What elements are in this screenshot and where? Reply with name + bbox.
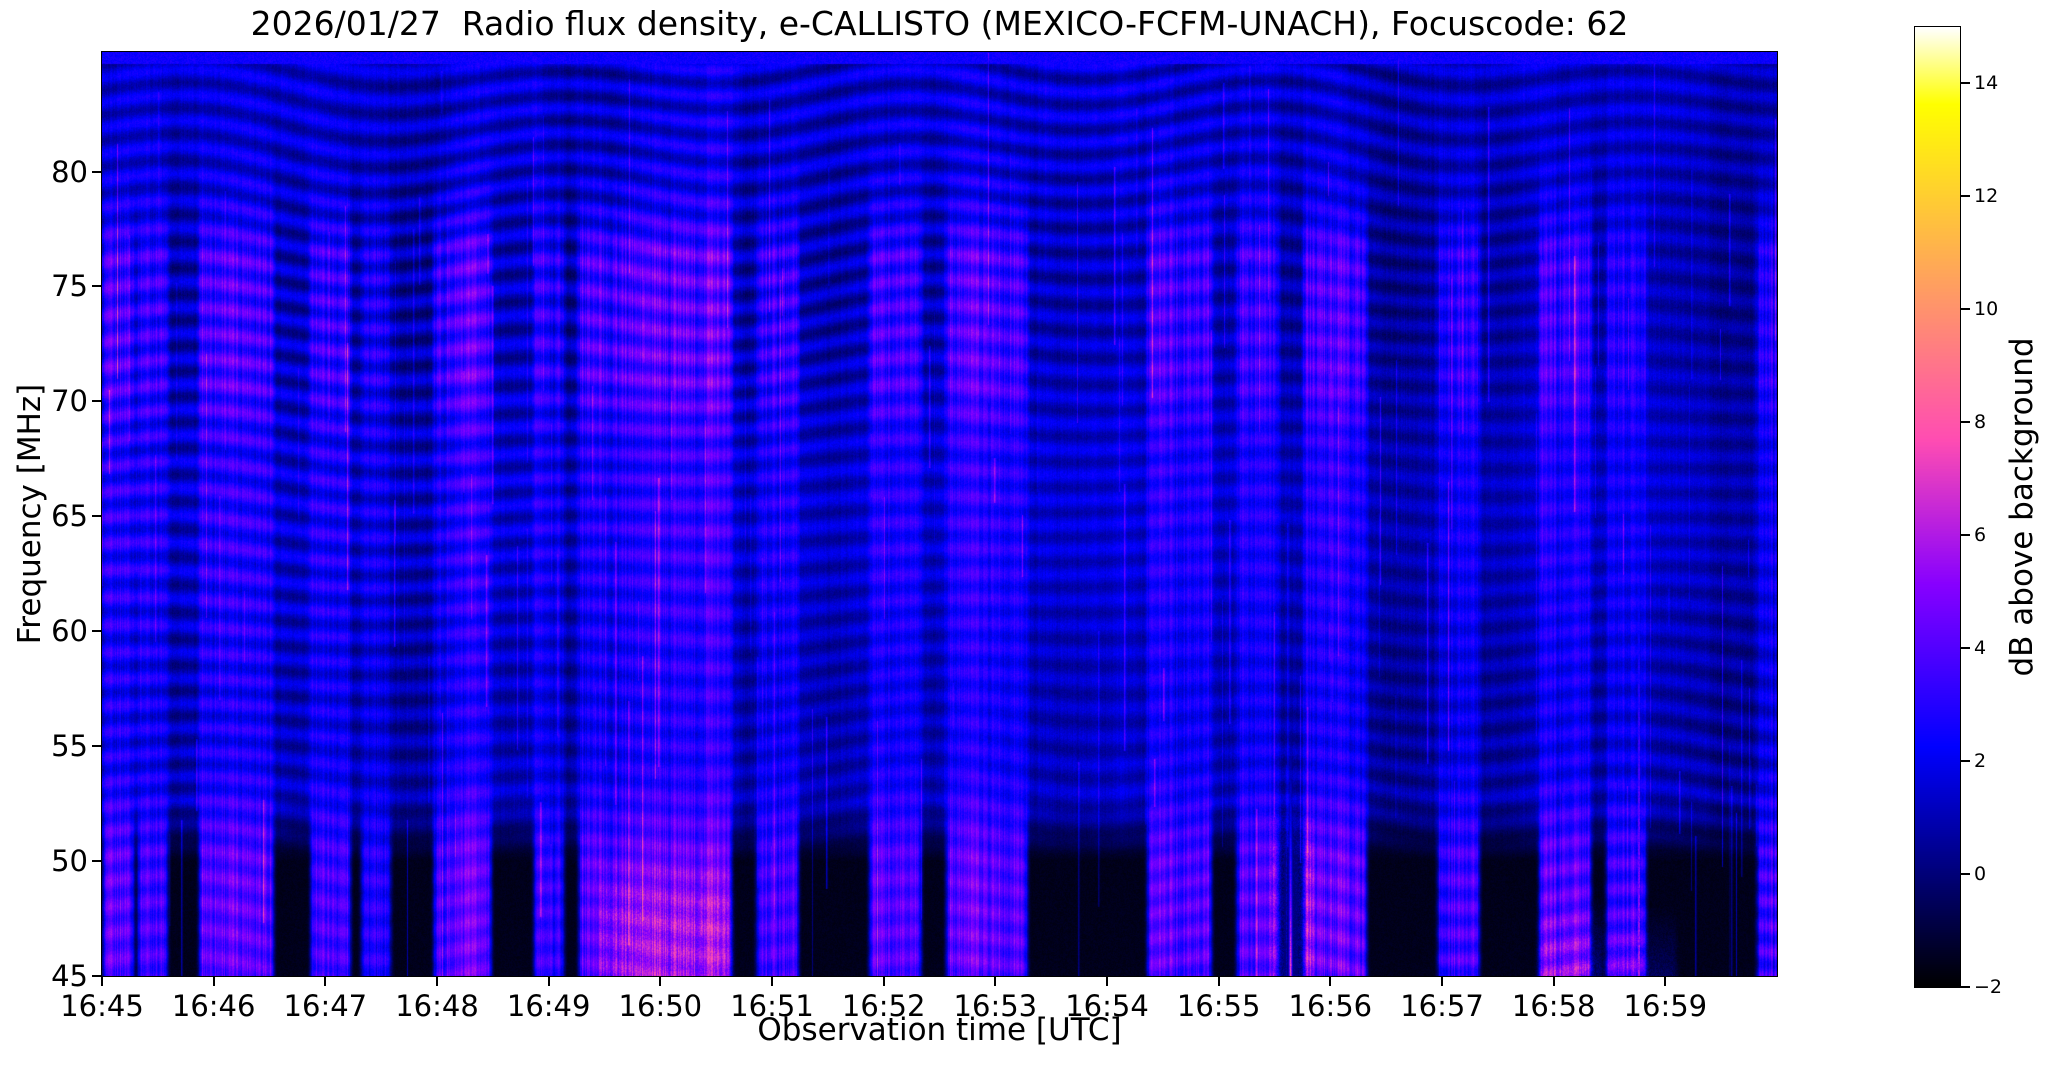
x-tick-mark (994, 976, 997, 986)
colorbar-tick-label: 8 (1974, 411, 1987, 434)
y-tick-mark (92, 860, 102, 863)
y-tick-mark (92, 630, 102, 633)
x-tick-mark (547, 976, 550, 986)
x-tick-label: 16:59 (1623, 989, 1708, 1023)
x-tick-label: 16:50 (618, 989, 703, 1023)
plot-area (101, 51, 1778, 977)
x-axis-label: Observation time [UTC] (757, 1012, 1122, 1048)
colorbar-label: dB above background (2004, 337, 2040, 677)
colorbar-tick-mark (1961, 647, 1970, 650)
colorbar-tick-label: 6 (1974, 524, 1987, 547)
x-tick-label: 16:45 (60, 989, 144, 1023)
y-tick-mark (92, 515, 102, 518)
x-tick-label: 16:51 (730, 989, 814, 1023)
x-tick-label: 16:55 (1176, 989, 1261, 1023)
y-axis-label: Frequency [MHz] (12, 383, 48, 645)
spectrogram-heatmap (102, 52, 1777, 976)
x-tick-mark (1664, 976, 1667, 986)
y-tick-mark (92, 975, 102, 977)
x-tick-mark (659, 976, 662, 986)
x-tick-mark (882, 976, 885, 986)
y-tick-mark (92, 170, 102, 173)
colorbar-tick-label: 2 (1974, 750, 1987, 773)
colorbar-tick-label: −2 (1974, 976, 2003, 998)
colorbar-tick-mark (1961, 421, 1970, 424)
x-tick-mark (436, 976, 438, 986)
y-tick-label: 70 (51, 384, 88, 419)
x-tick-mark (212, 976, 215, 986)
x-tick-mark (1329, 976, 1332, 986)
colorbar-tick-label: 4 (1974, 637, 1987, 660)
colorbar-tick-label: 12 (1974, 185, 1999, 208)
colorbar-tick-mark (1961, 195, 1970, 198)
colorbar (1914, 26, 1961, 988)
colorbar-tick-mark (1961, 82, 1970, 85)
x-tick-mark (1106, 976, 1108, 986)
x-tick-label: 16:52 (841, 989, 926, 1023)
x-tick-label: 16:53 (953, 989, 1038, 1023)
y-tick-label: 65 (51, 499, 88, 534)
x-tick-label: 16:54 (1065, 989, 1149, 1023)
colorbar-gradient (1915, 27, 1960, 987)
y-tick-mark (92, 745, 102, 748)
x-tick-label: 16:56 (1288, 989, 1373, 1023)
colorbar-tick-mark (1961, 308, 1970, 311)
y-tick-label: 75 (51, 269, 88, 304)
chart-title: 2026/01/27 Radio flux density, e-CALLIST… (250, 4, 1629, 43)
x-tick-mark (324, 976, 327, 986)
colorbar-tick-mark (1961, 760, 1970, 763)
x-tick-mark (1217, 976, 1220, 986)
y-tick-mark (92, 400, 102, 403)
x-tick-mark (1552, 976, 1555, 986)
y-tick-label: 50 (51, 844, 88, 879)
y-tick-label: 45 (51, 959, 88, 993)
colorbar-tick-mark (1961, 534, 1970, 537)
x-tick-label: 16:47 (283, 989, 368, 1023)
x-tick-mark (101, 976, 103, 986)
y-tick-mark (92, 285, 102, 288)
x-tick-label: 16:48 (395, 989, 479, 1023)
y-tick-label: 80 (51, 154, 88, 189)
colorbar-tick-label: 14 (1974, 72, 1999, 95)
colorbar-tick-mark (1961, 873, 1970, 876)
y-tick-label: 55 (51, 729, 88, 764)
x-tick-mark (1441, 976, 1443, 986)
x-tick-label: 16:46 (171, 989, 256, 1023)
colorbar-tick-mark (1961, 986, 1970, 988)
y-tick-label: 60 (51, 614, 88, 649)
x-tick-mark (771, 976, 773, 986)
colorbar-tick-label: 0 (1974, 863, 1987, 886)
x-tick-label: 16:49 (506, 989, 591, 1023)
x-tick-label: 16:57 (1400, 989, 1484, 1023)
colorbar-tick-label: 10 (1974, 298, 1999, 321)
x-tick-label: 16:58 (1511, 989, 1596, 1023)
